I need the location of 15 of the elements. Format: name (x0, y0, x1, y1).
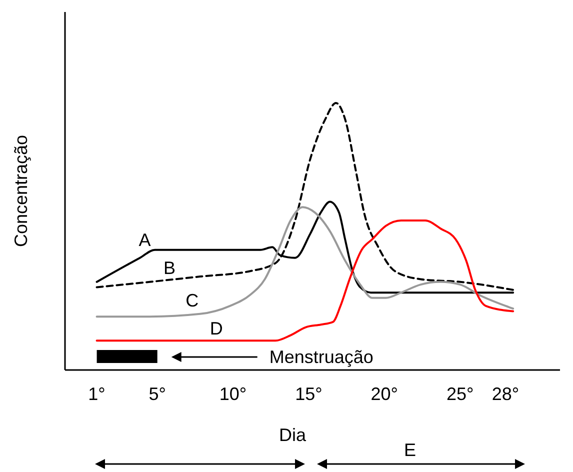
x-tick-label: 10° (219, 384, 247, 404)
annotation: Menstruação (269, 347, 374, 367)
x-tick-label: 25° (446, 384, 474, 404)
x-tick-label: 28° (492, 384, 520, 404)
series-label: D (210, 318, 223, 339)
x-axis-title: Dia (278, 425, 307, 445)
x-tick-label: 5° (148, 384, 166, 404)
x-tick-label: 20° (370, 384, 398, 404)
x-tick-label: 15° (295, 384, 322, 404)
text: E (404, 440, 416, 460)
series-label: B (163, 258, 176, 278)
series-label: C (186, 290, 199, 310)
series-label: A (138, 230, 151, 250)
y-axis-title: Concentração (11, 134, 31, 248)
x-tick-label: 1° (88, 384, 106, 404)
